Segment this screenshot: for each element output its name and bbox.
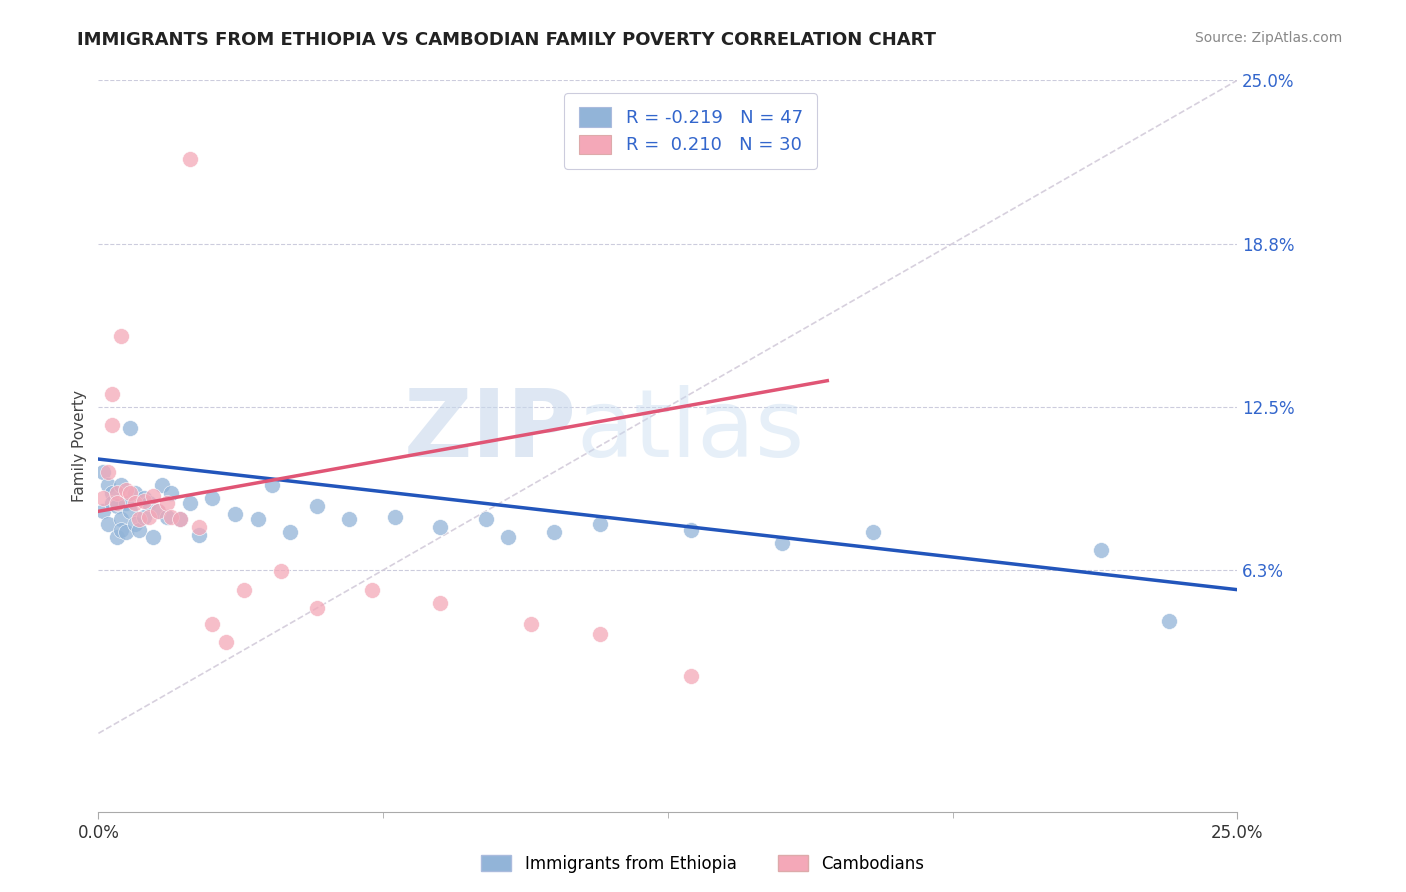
Point [246, 512, 269, 526]
Point [520, 616, 543, 631]
Y-axis label: Family Poverty: Family Poverty [72, 390, 87, 502]
Point [337, 512, 360, 526]
Point [138, 496, 160, 510]
Point [1090, 543, 1112, 558]
Point [110, 329, 132, 343]
Point [124, 486, 146, 500]
Point [201, 616, 224, 631]
Point [132, 494, 155, 508]
Point [169, 512, 191, 526]
Text: ZIP: ZIP [404, 385, 576, 477]
Point [588, 627, 610, 641]
Point [142, 530, 165, 544]
Point [96, 517, 118, 532]
Point [120, 421, 142, 435]
Point [160, 486, 183, 500]
Point [156, 509, 179, 524]
Point [679, 669, 702, 683]
Point [146, 504, 169, 518]
Point [679, 523, 702, 537]
Point [138, 509, 160, 524]
Point [96, 478, 118, 492]
Point [110, 523, 132, 537]
Point [146, 504, 169, 518]
Point [224, 507, 246, 521]
Point [132, 509, 155, 524]
Point [169, 512, 191, 526]
Text: IMMIGRANTS FROM ETHIOPIA VS CAMBODIAN FAMILY POVERTY CORRELATION CHART: IMMIGRANTS FROM ETHIOPIA VS CAMBODIAN FA… [77, 31, 936, 49]
Text: atlas: atlas [576, 385, 806, 477]
Point [91, 504, 114, 518]
Point [101, 418, 124, 433]
Point [307, 499, 329, 513]
Point [498, 530, 520, 544]
Point [124, 496, 146, 510]
Point [110, 512, 132, 526]
Point [110, 478, 132, 492]
Point [105, 530, 128, 544]
Point [770, 535, 793, 549]
Point [215, 635, 238, 649]
Point [101, 486, 124, 500]
Point [429, 596, 451, 610]
Point [120, 486, 142, 500]
Point [360, 582, 382, 597]
Point [150, 478, 173, 492]
Point [1157, 614, 1180, 628]
Text: Source: ZipAtlas.com: Source: ZipAtlas.com [1195, 31, 1343, 45]
Point [588, 517, 610, 532]
Point [101, 386, 124, 401]
Point [132, 491, 155, 506]
Point [270, 565, 292, 579]
Point [128, 523, 150, 537]
Point [201, 491, 224, 506]
Point [307, 601, 329, 615]
Point [384, 509, 406, 524]
Point [429, 520, 451, 534]
Point [179, 152, 201, 166]
Point [543, 525, 565, 540]
Point [278, 525, 301, 540]
Point [260, 478, 283, 492]
Point [187, 528, 209, 542]
Point [187, 520, 209, 534]
Point [114, 525, 136, 540]
Point [91, 491, 114, 506]
Point [862, 525, 884, 540]
Point [128, 512, 150, 526]
Point [96, 465, 118, 479]
Point [160, 509, 183, 524]
Legend: R = -0.219   N = 47, R =  0.210   N = 30: R = -0.219 N = 47, R = 0.210 N = 30 [564, 93, 817, 169]
Point [105, 499, 128, 513]
Point [233, 582, 256, 597]
Point [474, 512, 496, 526]
Point [114, 483, 136, 498]
Point [91, 465, 114, 479]
Point [179, 496, 201, 510]
Point [120, 504, 142, 518]
Point [124, 517, 146, 532]
Point [142, 489, 165, 503]
Point [114, 496, 136, 510]
Point [105, 496, 128, 510]
Legend: Immigrants from Ethiopia, Cambodians: Immigrants from Ethiopia, Cambodians [475, 848, 931, 880]
Point [156, 496, 179, 510]
Point [105, 486, 128, 500]
Point [101, 496, 124, 510]
